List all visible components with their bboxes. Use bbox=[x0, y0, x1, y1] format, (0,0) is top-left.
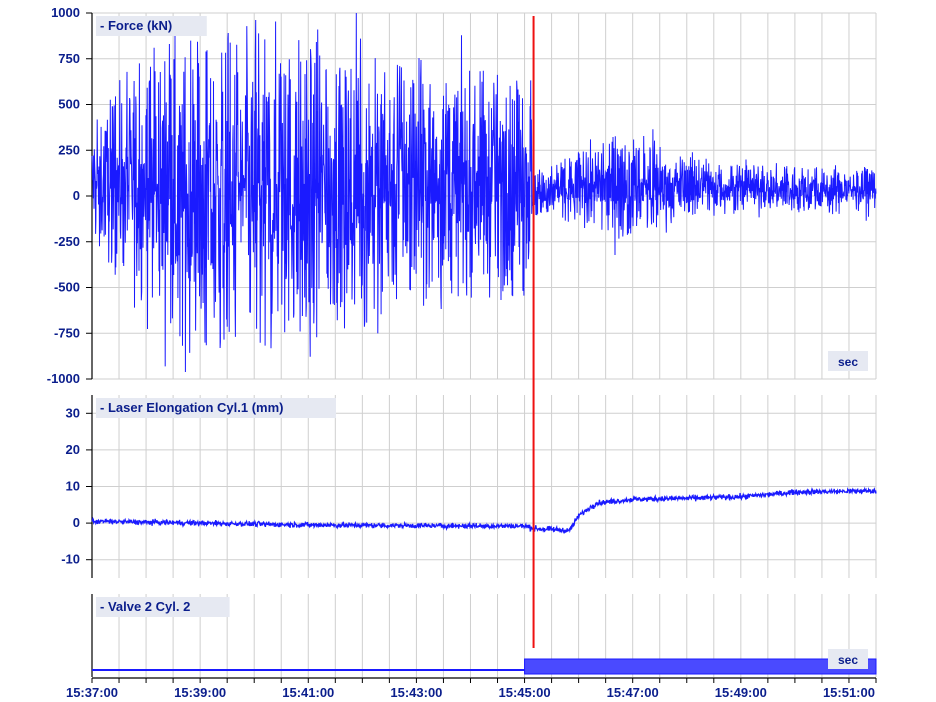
force-unit-badge-background bbox=[828, 351, 868, 371]
valve-series bbox=[92, 658, 877, 675]
valve-unit-badge-text: sec bbox=[838, 653, 858, 667]
valve-unit-badge-background bbox=[828, 649, 868, 669]
elongation-series bbox=[91, 486, 877, 534]
valve-open-segment bbox=[524, 658, 877, 675]
force-title-text: - Force (kN) bbox=[100, 18, 172, 33]
x-tick-label: 15:45:00 bbox=[499, 685, 551, 700]
x-tick-label: 15:49:00 bbox=[715, 685, 767, 700]
y-tick-label: 0 bbox=[73, 188, 80, 203]
valve-title: - Valve 2 Cyl. 2 bbox=[96, 597, 230, 617]
x-tick-label: 15:37:00 bbox=[66, 685, 118, 700]
y-tick-label: -10 bbox=[61, 552, 80, 567]
force-series bbox=[91, 12, 877, 373]
series-line bbox=[91, 12, 877, 373]
force-title-background bbox=[96, 16, 207, 36]
elongation-title-background bbox=[96, 398, 336, 418]
y-tick-label: -1000 bbox=[47, 371, 80, 386]
y-tick-label: 1000 bbox=[51, 5, 80, 20]
force-unit-badge-text: sec bbox=[838, 355, 858, 369]
y-tick-label: 30 bbox=[66, 405, 80, 420]
valve-unit-badge: sec bbox=[828, 649, 868, 669]
time-axis: 15:37:00 15:39:00 15:41:00 15:43:00 15:45:00… bbox=[66, 677, 877, 700]
valve-grid bbox=[91, 594, 877, 677]
y-tick-label: 0 bbox=[73, 515, 80, 530]
valve-title-text: - Valve 2 Cyl. 2 bbox=[100, 599, 190, 614]
valve-title-background bbox=[96, 597, 230, 617]
y-tick-label: 500 bbox=[58, 97, 80, 112]
x-tick-label: 15:47:00 bbox=[607, 685, 659, 700]
x-tick-label: 15:39:00 bbox=[174, 685, 226, 700]
x-tick-label: 15:41:00 bbox=[282, 685, 334, 700]
force-y-ticks: 1000 750 500 250 0 -250 -500 -750 -1000 bbox=[47, 5, 92, 386]
valve-panel: - Valve 2 Cyl. 2 sec bbox=[91, 594, 877, 677]
elongation-grid bbox=[91, 395, 877, 578]
elongation-y-ticks: 30 20 10 0 -10 bbox=[61, 405, 92, 567]
y-tick-label: -250 bbox=[54, 234, 80, 249]
y-tick-label: -500 bbox=[54, 280, 80, 295]
force-title: - Force (kN) bbox=[96, 16, 207, 36]
force-panel: 1000 750 500 250 0 -250 -500 -750 -1000 - Force … bbox=[47, 5, 877, 386]
force-unit-badge: sec bbox=[828, 351, 868, 371]
y-tick-label: 10 bbox=[66, 479, 80, 494]
x-tick-label: 15:51:00 bbox=[823, 685, 875, 700]
elongation-panel: 30 20 10 0 -10 - Laser Elongation Cyl.1 (mm) bbox=[61, 395, 877, 578]
elongation-title-text: - Laser Elongation Cyl.1 (mm) bbox=[100, 400, 283, 415]
y-tick-label: 750 bbox=[58, 51, 80, 66]
x-tick-label: 15:43:00 bbox=[390, 685, 442, 700]
y-tick-label: 250 bbox=[58, 142, 80, 157]
y-tick-label: -750 bbox=[54, 325, 80, 340]
y-tick-label: 20 bbox=[66, 442, 80, 457]
elongation-title: - Laser Elongation Cyl.1 (mm) bbox=[96, 398, 336, 418]
series-line bbox=[91, 486, 877, 534]
